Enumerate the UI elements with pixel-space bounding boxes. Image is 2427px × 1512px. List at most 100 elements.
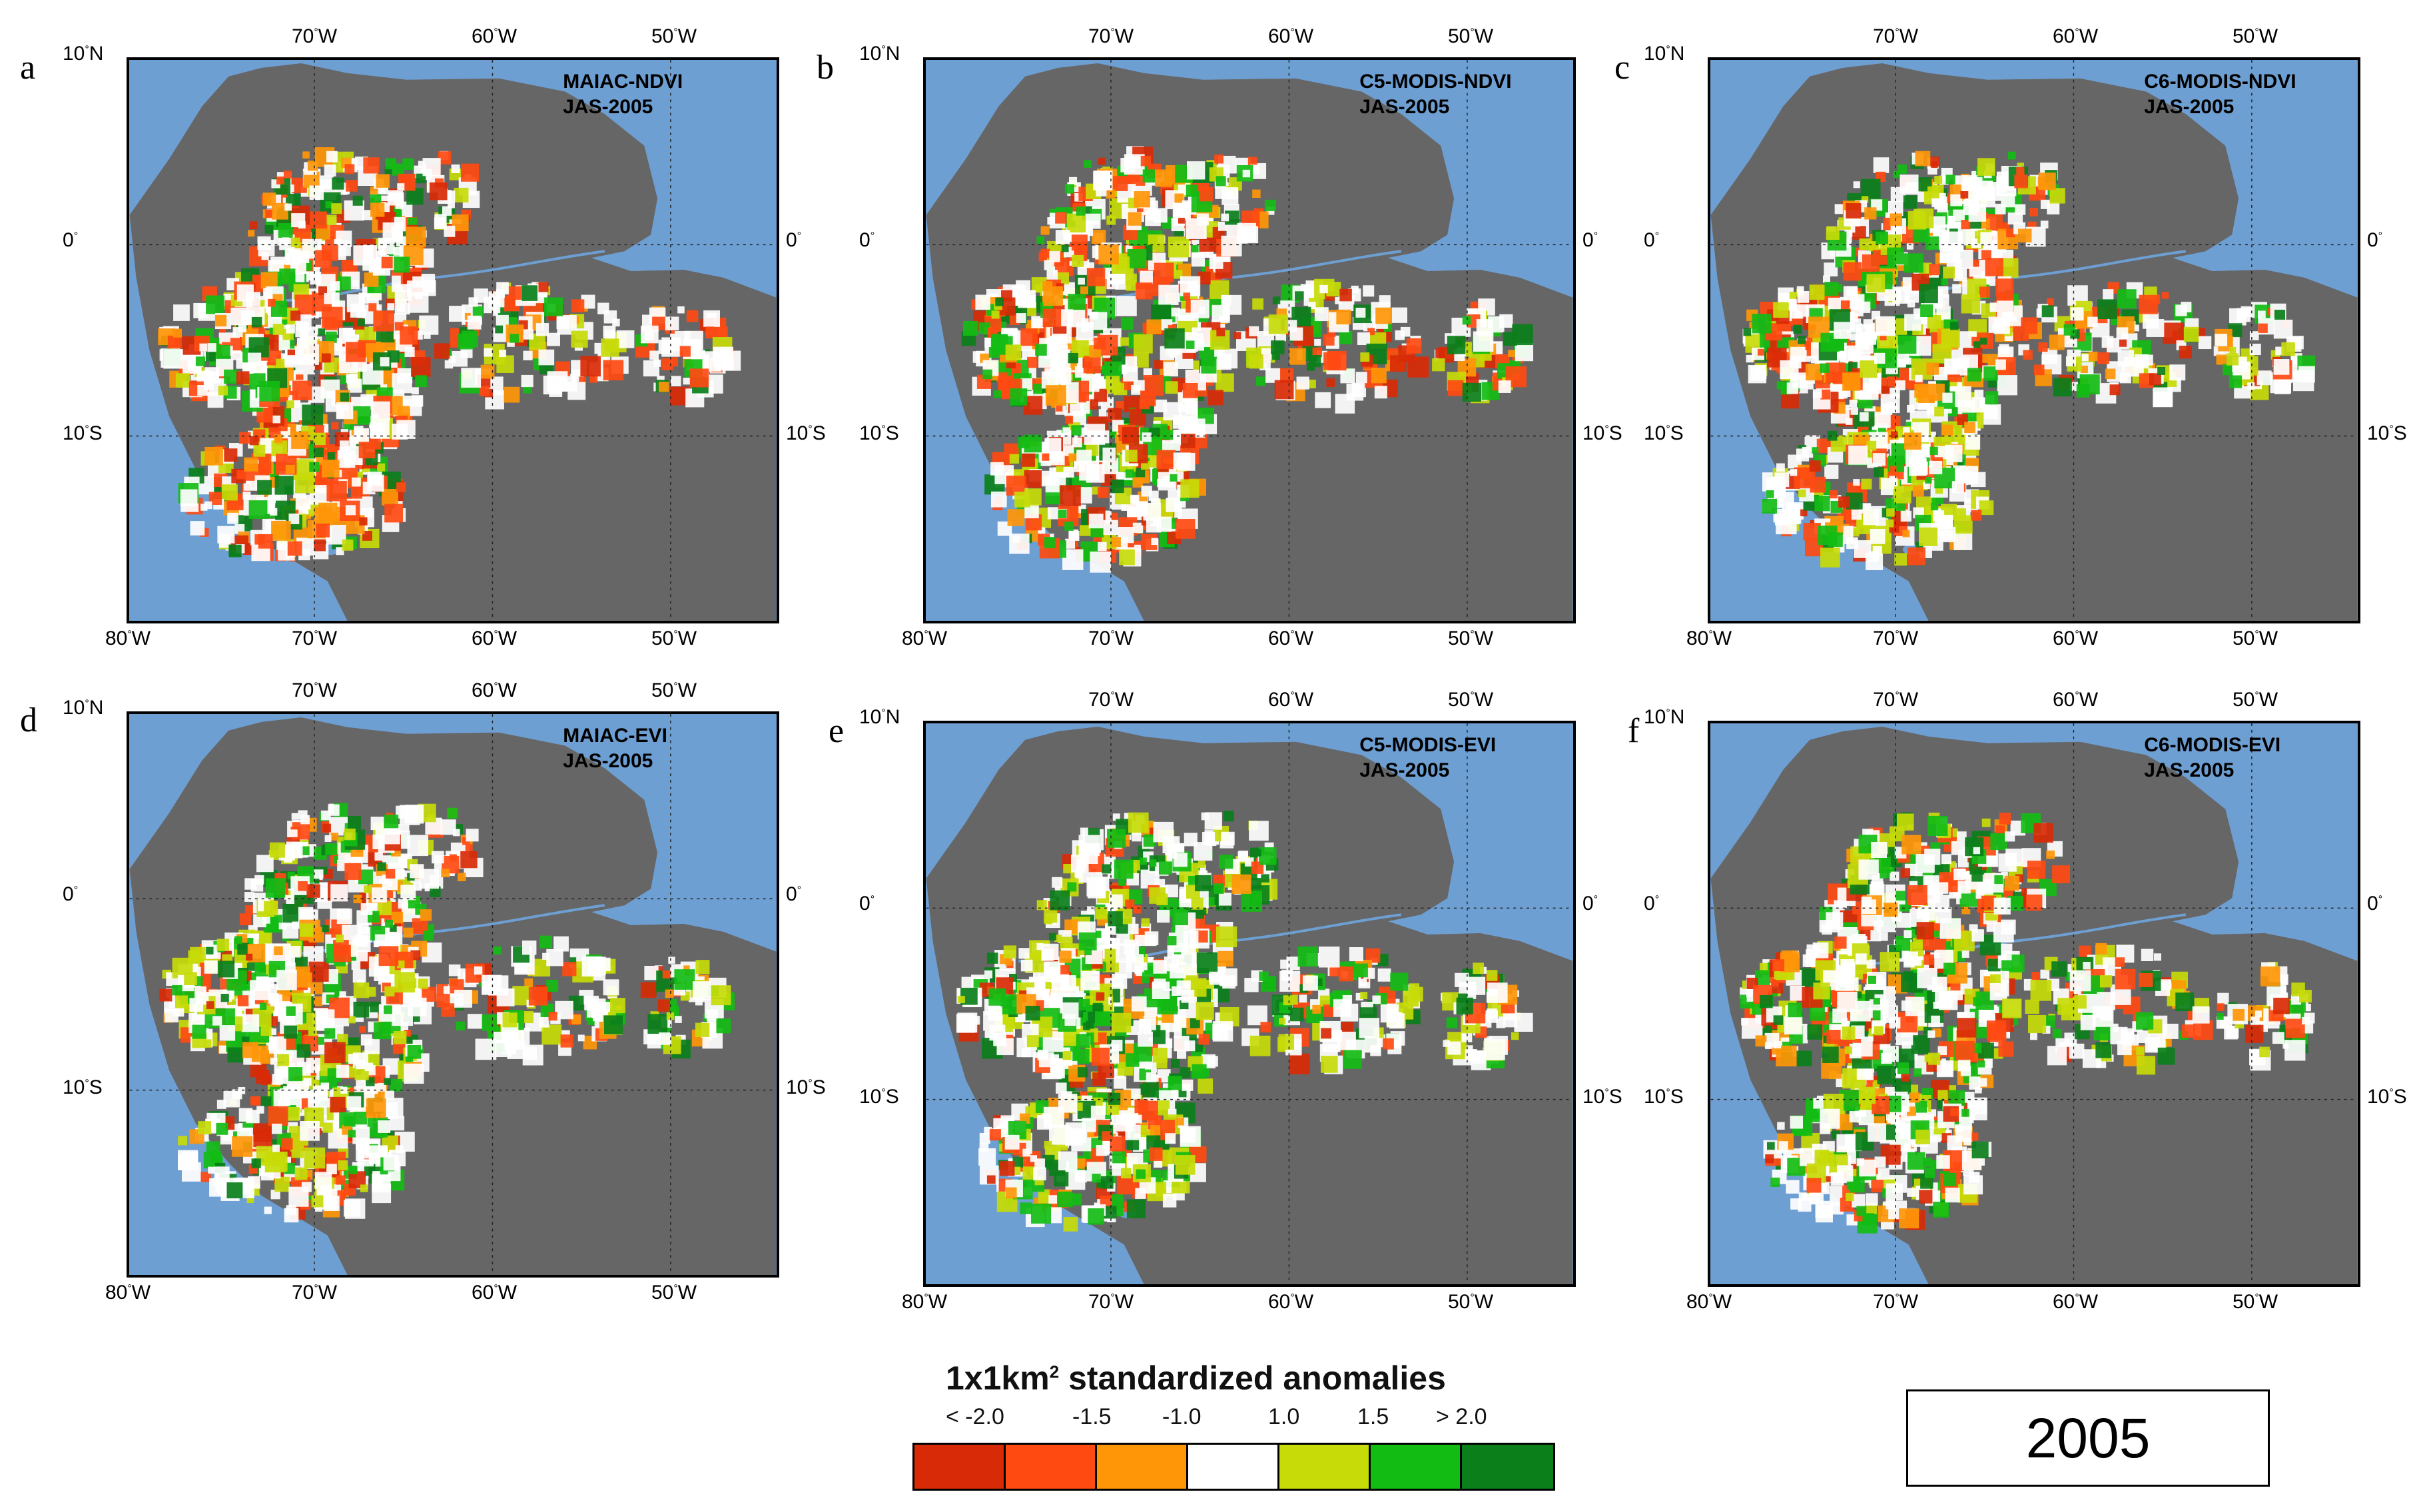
anomaly-pixel <box>274 476 294 495</box>
anomaly-pixel <box>1072 411 1086 426</box>
anomaly-pixel <box>234 961 242 969</box>
anomaly-pixel <box>364 1062 374 1072</box>
anomaly-pixel <box>1843 262 1862 281</box>
anomaly-pixel <box>555 1000 573 1020</box>
anomaly-pixel <box>372 1173 391 1193</box>
anomaly-pixel <box>995 297 1004 306</box>
anomaly-pixel <box>1072 437 1082 448</box>
anomaly-pixel <box>1180 479 1200 498</box>
anomaly-pixel <box>237 943 250 955</box>
map-panel-a: MAIAC-NDVI JAS-2005 <box>127 57 779 623</box>
anomaly-pixel <box>2139 294 2159 314</box>
anomaly-pixel <box>1850 523 1858 531</box>
anomaly-pixel <box>1968 204 1987 222</box>
anomaly-pixel <box>390 1078 403 1092</box>
anomaly-pixel <box>370 1001 381 1012</box>
anomaly-pixel <box>962 320 978 336</box>
anomaly-pixel <box>2016 167 2025 176</box>
anomaly-pixel <box>397 960 405 968</box>
map-canvas <box>129 60 777 621</box>
anomaly-pixel <box>1973 341 1981 348</box>
anomaly-pixel <box>165 1008 178 1022</box>
anomaly-pixel <box>355 1059 366 1070</box>
anomaly-pixel <box>306 884 320 898</box>
anomaly-pixel <box>320 1184 332 1196</box>
anomaly-pixel <box>324 1028 336 1039</box>
anomaly-pixel <box>272 324 284 335</box>
anomaly-pixel <box>1314 339 1321 346</box>
anomaly-pixel <box>244 878 256 890</box>
anomaly-pixel <box>219 326 226 333</box>
anomaly-pixel <box>175 373 190 388</box>
anomaly-pixel <box>1953 209 1965 222</box>
anomaly-pixel <box>223 1090 240 1108</box>
anomaly-pixel <box>1111 537 1121 548</box>
anomaly-pixel <box>1850 407 1858 415</box>
anomaly-pixel <box>1154 360 1163 369</box>
anomaly-pixel <box>579 376 587 384</box>
anomaly-pixel <box>1974 389 1984 399</box>
anomaly-pixel <box>394 972 415 993</box>
anomaly-pixel <box>1268 314 1289 334</box>
anomaly-pixel <box>1132 974 1143 984</box>
anomaly-pixel <box>1080 525 1091 536</box>
anomaly-pixel <box>348 438 357 446</box>
anomaly-pixel <box>312 996 323 1006</box>
anomaly-pixel <box>430 886 441 897</box>
anomaly-pixel <box>2223 364 2235 376</box>
anomaly-pixel <box>560 1034 574 1048</box>
anomaly-pixel <box>692 981 711 1000</box>
anomaly-pixel <box>370 817 384 831</box>
anomaly-pixel <box>1043 286 1063 306</box>
anomaly-pixel <box>1930 502 1939 511</box>
anomaly-pixel <box>294 1167 308 1180</box>
anomaly-pixel <box>360 903 373 915</box>
anomaly-pixel <box>1045 478 1060 493</box>
anomaly-pixel <box>535 323 549 336</box>
anomaly-pixel <box>1848 445 1868 465</box>
anomaly-pixel <box>340 392 349 402</box>
anomaly-pixel <box>695 960 710 974</box>
anomaly-pixel <box>1797 291 1810 303</box>
anomaly-pixel <box>1296 376 1309 390</box>
anomaly-pixel <box>277 337 290 350</box>
anomaly-pixel <box>173 328 182 338</box>
anomaly-pixel <box>1872 453 1886 466</box>
anomaly-pixel <box>373 310 394 332</box>
anomaly-pixel <box>325 331 337 343</box>
anomaly-pixel <box>547 332 560 346</box>
anomaly-pixel <box>1208 390 1223 406</box>
period-label: JAS-2005 <box>2144 96 2235 118</box>
anomaly-pixel <box>249 221 258 230</box>
anomaly-pixel <box>571 1014 581 1024</box>
anomaly-pixel <box>1082 318 1089 326</box>
anomaly-pixel <box>2146 319 2165 337</box>
anomaly-pixel <box>1024 434 1042 453</box>
anomaly-pixel <box>303 1078 312 1086</box>
anomaly-pixel <box>1091 230 1106 244</box>
anomaly-pixel <box>1508 350 1515 357</box>
anomaly-pixel <box>467 315 482 330</box>
anomaly-pixel <box>242 1042 258 1058</box>
anomaly-pixel <box>2132 324 2139 332</box>
anomaly-pixel <box>1084 160 1092 168</box>
anomaly-pixel <box>316 1036 324 1045</box>
anomaly-pixel <box>415 292 423 300</box>
anomaly-pixel <box>2247 382 2255 390</box>
anomaly-pixel <box>218 386 228 396</box>
anomaly-pixel <box>662 970 671 978</box>
anomaly-pixel <box>991 310 1000 319</box>
anomaly-pixel <box>208 1166 215 1174</box>
anomaly-pixel <box>249 436 259 446</box>
anomaly-pixel <box>1346 383 1364 401</box>
anomaly-pixel <box>207 392 224 408</box>
anomaly-pixel <box>377 862 386 871</box>
anomaly-pixel <box>1165 381 1178 394</box>
anomaly-pixel <box>204 446 223 466</box>
anomaly-pixel <box>460 851 478 869</box>
anomaly-pixel <box>1068 177 1078 185</box>
anomaly-pixel <box>1006 328 1014 336</box>
anomaly-pixel <box>521 285 537 301</box>
anomaly-pixel <box>458 873 466 882</box>
anomaly-pixel <box>538 349 555 366</box>
